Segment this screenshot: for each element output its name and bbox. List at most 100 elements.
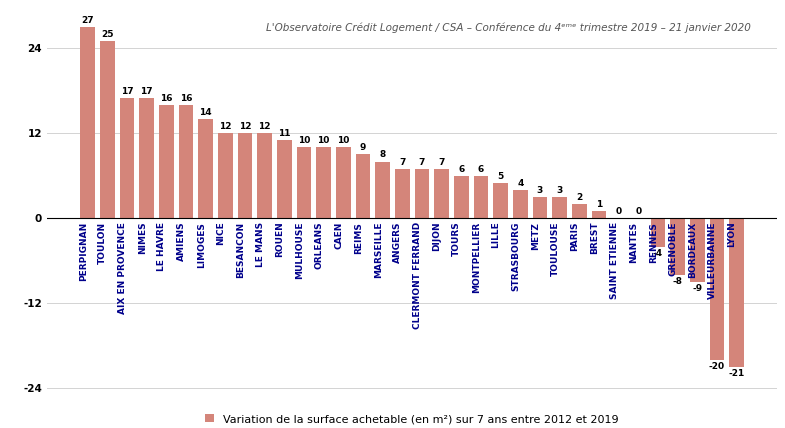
Text: 16: 16	[180, 94, 192, 103]
Bar	[277, 140, 292, 218]
Text: 7: 7	[439, 158, 445, 166]
Bar	[532, 197, 547, 218]
Text: MONTPELLIER: MONTPELLIER	[472, 222, 481, 293]
Text: LE MANS: LE MANS	[256, 222, 265, 267]
Bar	[119, 98, 134, 218]
Text: LIMOGES: LIMOGES	[197, 222, 206, 268]
Text: BORDEAUX: BORDEAUX	[688, 222, 697, 278]
Text: METZ: METZ	[531, 222, 540, 250]
Bar	[493, 183, 508, 218]
Text: GRENOBLE: GRENOBLE	[669, 222, 677, 276]
Text: 2: 2	[576, 193, 582, 202]
Text: BESANCON: BESANCON	[236, 222, 245, 278]
Bar	[729, 218, 744, 367]
Text: REIMS: REIMS	[354, 222, 363, 254]
Text: TOURS: TOURS	[452, 222, 462, 256]
Text: -9: -9	[692, 284, 703, 293]
Text: MARSEILLE: MARSEILLE	[374, 222, 382, 278]
Text: LILLE: LILLE	[491, 222, 501, 249]
Text: 10: 10	[337, 136, 349, 145]
Text: 3: 3	[557, 186, 563, 195]
Text: 3: 3	[537, 186, 543, 195]
Text: ORLEANS: ORLEANS	[315, 222, 323, 269]
Bar	[710, 218, 725, 360]
Text: CAEN: CAEN	[334, 222, 343, 249]
Text: 17: 17	[121, 87, 133, 96]
Bar	[179, 105, 193, 218]
Text: PARIS: PARIS	[570, 222, 579, 251]
Text: L'Observatoire Crédit Logement / CSA – Conférence du 4ᵉᵐᵉ trimestre 2019 – 21 ja: L'Observatoire Crédit Logement / CSA – C…	[266, 23, 751, 33]
Bar	[690, 218, 705, 282]
Bar	[434, 169, 449, 218]
Text: 6: 6	[458, 165, 465, 174]
Text: 27: 27	[82, 16, 94, 25]
Bar	[375, 161, 390, 218]
Text: LYON: LYON	[728, 222, 736, 247]
Text: 4: 4	[517, 179, 524, 188]
Text: LE HAVRE: LE HAVRE	[157, 222, 166, 271]
Text: MULHOUSE: MULHOUSE	[295, 222, 304, 279]
Text: BREST: BREST	[590, 222, 599, 254]
Text: RENNES: RENNES	[649, 222, 658, 263]
Bar	[336, 147, 351, 218]
Text: 12: 12	[219, 122, 232, 131]
Text: TOULOUSE: TOULOUSE	[550, 222, 560, 276]
Text: 10: 10	[298, 136, 310, 145]
Text: CLERMONT FERRAND: CLERMONT FERRAND	[413, 222, 422, 329]
Text: TOULON: TOULON	[98, 222, 108, 264]
Text: 16: 16	[160, 94, 173, 103]
Text: DIJON: DIJON	[433, 222, 442, 251]
Bar	[552, 197, 567, 218]
Legend: Variation de la surface achetable (en m²) sur 7 ans entre 2012 et 2019: Variation de la surface achetable (en m²…	[206, 414, 619, 424]
Bar	[670, 218, 685, 275]
Text: AMIENS: AMIENS	[177, 222, 186, 262]
Text: 14: 14	[199, 108, 212, 117]
Text: ROUEN: ROUEN	[276, 222, 284, 258]
Text: AIX EN PROVENCE: AIX EN PROVENCE	[118, 222, 127, 314]
Text: -21: -21	[728, 369, 745, 378]
Bar	[651, 218, 666, 247]
Text: 25: 25	[101, 30, 114, 39]
Text: 10: 10	[317, 136, 330, 145]
Bar	[218, 133, 232, 218]
Bar	[572, 204, 586, 218]
Text: 7: 7	[418, 158, 425, 166]
Bar	[257, 133, 272, 218]
Bar	[356, 155, 371, 218]
Bar	[316, 147, 331, 218]
Text: VILLEURBANNE: VILLEURBANNE	[708, 222, 717, 299]
Text: 12: 12	[258, 122, 271, 131]
Bar	[159, 105, 173, 218]
Text: 17: 17	[141, 87, 153, 96]
Bar	[100, 41, 115, 218]
Bar	[414, 169, 429, 218]
Text: 7: 7	[399, 158, 406, 166]
Text: PERPIGNAN: PERPIGNAN	[78, 222, 88, 281]
Bar	[454, 176, 469, 218]
Text: 5: 5	[498, 172, 504, 181]
Text: ANGERS: ANGERS	[393, 222, 402, 263]
Text: 0: 0	[615, 207, 622, 216]
Bar	[592, 211, 606, 218]
Text: NANTES: NANTES	[630, 222, 638, 263]
Bar	[238, 133, 252, 218]
Text: SAINT ETIENNE: SAINT ETIENNE	[610, 222, 619, 299]
Text: 12: 12	[239, 122, 251, 131]
Text: -20: -20	[709, 362, 725, 371]
Text: 6: 6	[478, 165, 484, 174]
Text: -4: -4	[653, 249, 663, 258]
Text: 1: 1	[596, 200, 602, 209]
Bar	[395, 169, 410, 218]
Bar	[297, 147, 312, 218]
Text: STRASBOURG: STRASBOURG	[511, 222, 520, 291]
Text: 9: 9	[360, 143, 366, 152]
Text: -8: -8	[673, 277, 683, 286]
Text: 8: 8	[379, 150, 385, 159]
Text: NICE: NICE	[217, 222, 225, 246]
Bar	[513, 190, 528, 218]
Bar	[80, 27, 95, 218]
Bar	[139, 98, 154, 218]
Text: NIMES: NIMES	[137, 222, 147, 254]
Bar	[473, 176, 488, 218]
Text: 11: 11	[278, 129, 290, 138]
